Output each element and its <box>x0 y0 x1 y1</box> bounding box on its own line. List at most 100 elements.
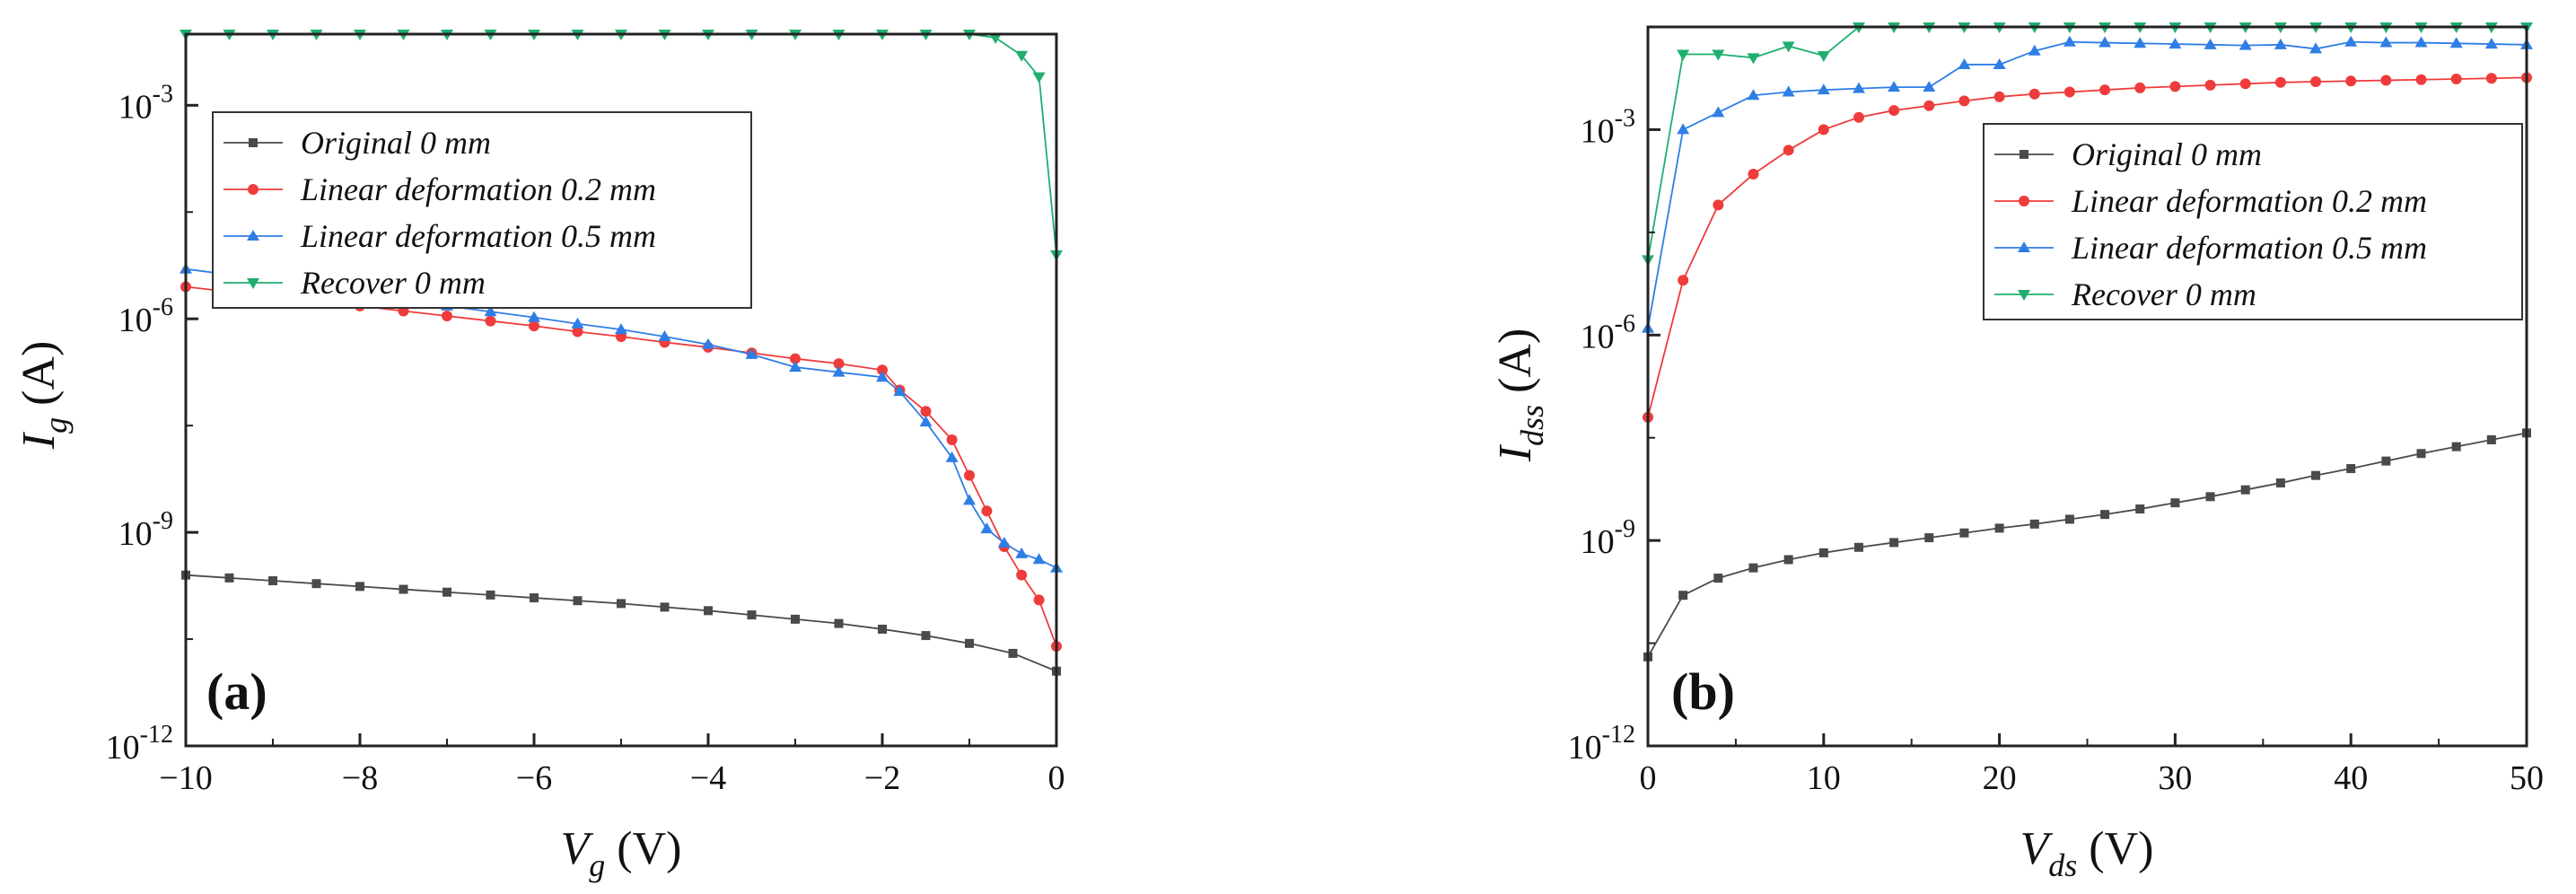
series-b-0 <box>1643 428 2531 662</box>
data-point-b-0-6 <box>1853 542 1863 552</box>
data-point-a-2-21 <box>980 522 994 534</box>
data-point-a-1-24 <box>1033 594 1045 606</box>
data-point-b-3-1 <box>1677 49 1690 61</box>
y-tick-label-a-0: 10-12 <box>106 721 173 767</box>
legend-entry-a-2: Linear deformation 0.5 mm <box>223 218 656 254</box>
y-tick-label-a-1: 10-9 <box>118 507 173 553</box>
data-point-a-2-7 <box>484 305 497 317</box>
data-point-b-1-20 <box>2345 75 2357 87</box>
x-axis-unit-b: (V) <box>2077 823 2153 874</box>
data-point-b-0-18 <box>2275 478 2285 488</box>
data-point-b-1-2 <box>1713 199 1724 211</box>
legend-marker-b-1 <box>2019 196 2029 206</box>
legend-box-a <box>212 111 752 309</box>
legend-label-b-2: Linear deformation 0.5 mm <box>2071 230 2427 266</box>
data-point-b-3-2 <box>1712 49 1725 61</box>
chart-a: −10 −8 −6 −4 −2 0 10-12 10-9 10-6 10-3 Ig (A) Vg … <box>13 30 1065 883</box>
data-point-a-2-10 <box>615 323 627 335</box>
series-a-2 <box>180 262 1063 573</box>
x-axis-main-a: V <box>561 823 594 874</box>
data-point-b-1-6 <box>1853 111 1864 123</box>
data-point-b-0-17 <box>2240 485 2250 495</box>
data-point-b-2-14 <box>2134 37 2147 48</box>
series-line-b-2 <box>1647 40 2528 329</box>
x-tick-label-a-4: −2 <box>864 759 900 797</box>
data-point-b-0-11 <box>2029 519 2039 529</box>
data-point-a-0-15 <box>834 618 844 628</box>
data-point-a-2-16 <box>876 371 889 382</box>
series-line-b-0 <box>1647 432 2528 658</box>
data-point-a-1-7 <box>485 315 496 327</box>
data-point-b-0-12 <box>2064 514 2074 524</box>
data-point-a-0-17 <box>921 631 931 641</box>
legend-entry-a-0: Original 0 mm <box>223 125 491 161</box>
data-point-b-1-9 <box>1958 95 1970 107</box>
y-axis-title-a: Ig (A) <box>13 341 74 451</box>
data-point-a-2-11 <box>658 330 671 342</box>
y-tick-label-a-2: 10-6 <box>118 294 173 339</box>
legend-entry-b-3: Recover 0 mm <box>1994 276 2256 312</box>
legend-entry-b-0: Original 0 mm <box>1994 136 2262 172</box>
data-point-a-1-20 <box>964 469 975 481</box>
data-point-b-1-14 <box>2134 82 2146 93</box>
data-point-b-0-22 <box>2416 449 2426 459</box>
data-point-b-0-5 <box>1818 548 1828 557</box>
x-tick-label-b-1: 10 <box>1807 759 1841 797</box>
data-point-a-2-18 <box>919 416 933 427</box>
data-point-a-0-5 <box>399 584 408 594</box>
data-point-b-2-22 <box>2414 36 2428 48</box>
series-line-b-1 <box>1647 76 2528 418</box>
data-point-b-1-13 <box>2099 84 2111 96</box>
data-point-b-3-4 <box>1782 41 1795 53</box>
data-point-b-1-3 <box>1748 169 1759 180</box>
y-axis-sub-a: g <box>38 417 74 434</box>
data-point-a-0-8 <box>530 593 539 603</box>
data-point-a-1-19 <box>946 434 958 446</box>
data-point-a-0-9 <box>573 596 583 606</box>
x-axis-sub-b: ds <box>2048 847 2077 883</box>
data-point-a-0-18 <box>965 638 974 648</box>
data-point-b-2-15 <box>2169 38 2182 49</box>
data-point-a-1-9 <box>572 326 583 337</box>
data-point-a-0-2 <box>268 576 277 586</box>
y-tick-label-b-2: 10-6 <box>1581 310 1635 355</box>
legend-entry-a-3: Recover 0 mm <box>223 265 486 301</box>
data-point-a-2-13 <box>745 347 758 359</box>
data-point-b-2-11 <box>2028 44 2041 56</box>
data-point-a-2-8 <box>528 311 540 322</box>
data-point-a-0-12 <box>704 606 713 616</box>
legend-label-a-3: Recover 0 mm <box>300 265 486 301</box>
x-tick-label-a-5: 0 <box>1048 759 1065 797</box>
data-point-a-2-20 <box>963 494 976 505</box>
data-point-b-0-21 <box>2381 456 2391 466</box>
x-axis-title-b: Vds (V) <box>2020 823 2154 883</box>
panel-label-a: (a) <box>206 662 267 721</box>
data-point-a-2-19 <box>945 451 959 462</box>
data-point-a-1-16 <box>877 364 888 376</box>
x-axis-main-b: V <box>2020 823 2054 874</box>
data-point-a-1-14 <box>790 353 801 364</box>
x-tick-label-a-0: −10 <box>159 759 212 797</box>
data-point-b-2-13 <box>2098 36 2112 48</box>
y-tick-label-a-3: 10-3 <box>118 80 173 126</box>
legend-entry-a-1: Linear deformation 0.2 mm <box>223 171 656 207</box>
data-point-a-0-16 <box>878 624 887 634</box>
data-point-b-2-2 <box>1712 106 1725 118</box>
data-point-a-2-12 <box>702 337 714 349</box>
data-point-b-2-9 <box>1958 57 1971 69</box>
data-point-b-2-19 <box>2309 42 2323 54</box>
data-point-b-1-5 <box>1818 124 1829 136</box>
data-point-b-0-24 <box>2486 435 2496 445</box>
data-point-b-2-4 <box>1782 85 1795 97</box>
legend-entry-b-2: Linear deformation 0.5 mm <box>1994 230 2427 266</box>
y-axis-sub-b: dss <box>1514 405 1550 446</box>
legend-marker-a-2 <box>247 230 259 241</box>
data-point-b-2-17 <box>2239 39 2252 50</box>
y-tick-label-b-0: 10-12 <box>1568 721 1635 767</box>
series-b-2 <box>1642 35 2533 333</box>
data-point-b-2-5 <box>1817 83 1830 95</box>
x-tick-label-a-1: −8 <box>342 759 378 797</box>
data-point-b-2-10 <box>1993 57 2006 69</box>
data-point-b-1-7 <box>1888 105 1900 117</box>
data-point-b-2-16 <box>2204 38 2217 49</box>
